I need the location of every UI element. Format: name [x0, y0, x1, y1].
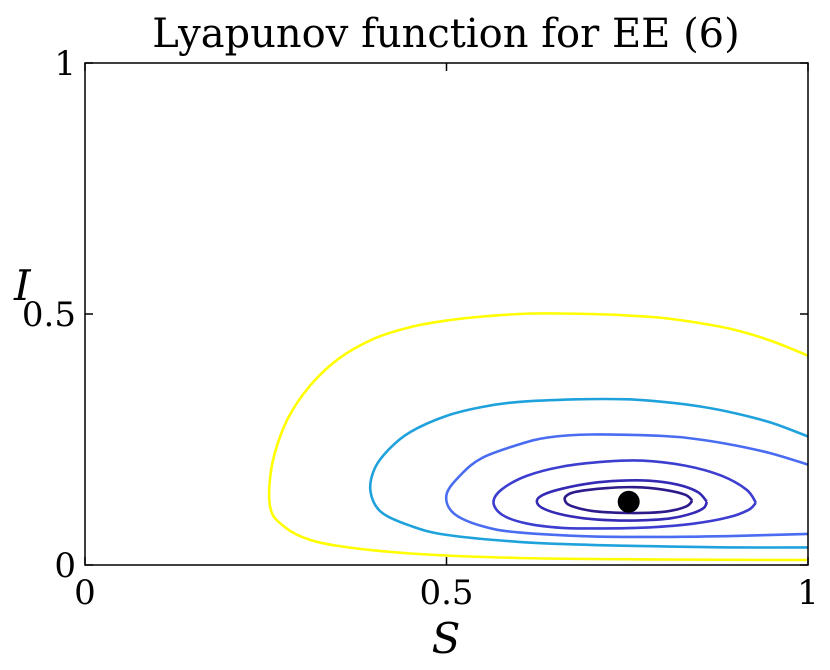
chart-title: Lyapunov function for EE (6)	[152, 11, 739, 57]
axis-ticks: 0 0.5 1 0 0.5 1	[22, 44, 819, 613]
x-tick-label-2: 1	[797, 573, 819, 613]
plot-frame	[84, 62, 809, 566]
contour-line-1	[267, 312, 809, 562]
x-tick-label-0: 0	[74, 573, 96, 613]
equilibrium-point	[617, 490, 640, 513]
contour-line-2	[368, 397, 809, 549]
y-tick-label-0: 0	[54, 546, 76, 586]
y-axis-label: I	[13, 261, 32, 310]
contour-line-4	[492, 459, 758, 530]
y-tick-label-1: 0.5	[22, 295, 76, 335]
equilibrium-layer	[617, 490, 640, 513]
contour-lines	[267, 312, 809, 562]
x-tick-label-1: 0.5	[419, 573, 473, 613]
contour-line-5	[535, 478, 709, 522]
y-tick-label-2: 1	[54, 44, 76, 84]
contour-line-3	[444, 433, 809, 539]
x-axis-label: S	[432, 614, 461, 663]
contour-line-6	[563, 485, 694, 515]
